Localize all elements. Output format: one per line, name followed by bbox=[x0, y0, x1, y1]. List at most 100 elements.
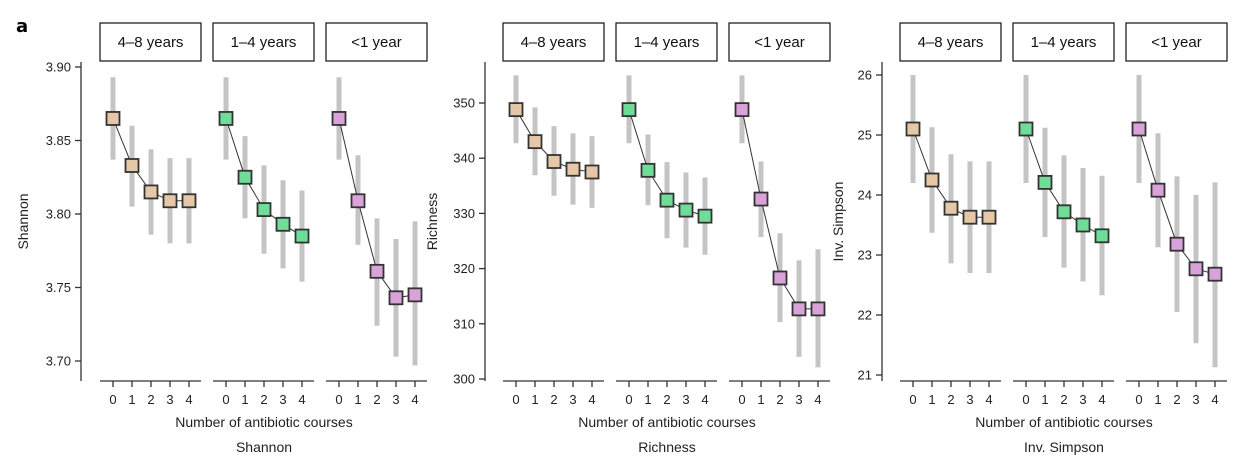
facet-strip-box bbox=[325, 22, 428, 62]
data-point bbox=[181, 193, 197, 209]
x-tick-label: 3 bbox=[1079, 392, 1086, 407]
x-tick-label: 1 bbox=[1041, 392, 1048, 407]
x-tick-label: 2 bbox=[260, 392, 267, 407]
data-point bbox=[1056, 204, 1072, 220]
facet-strip-label: 1–4 years bbox=[231, 34, 297, 51]
data-point bbox=[1207, 266, 1223, 282]
panel-letter: a bbox=[16, 16, 28, 37]
x-tick-label: 4 bbox=[814, 392, 821, 407]
y-tick-label: 3.75 bbox=[46, 280, 71, 295]
data-point bbox=[1169, 236, 1185, 252]
data-point bbox=[407, 287, 423, 303]
facet-strip-box bbox=[1125, 22, 1228, 62]
x-tick-label: 2 bbox=[776, 392, 783, 407]
x-tick-label: 0 bbox=[1022, 392, 1029, 407]
x-tick-label: 1 bbox=[128, 392, 135, 407]
facet-strip-box bbox=[99, 22, 202, 62]
data-point bbox=[810, 301, 826, 317]
data-point bbox=[237, 169, 253, 185]
data-point bbox=[1094, 228, 1110, 244]
x-tick-label: 3 bbox=[1192, 392, 1199, 407]
x-tick-label: 2 bbox=[947, 392, 954, 407]
x-tick-label: 4 bbox=[588, 392, 595, 407]
x-tick-label: 0 bbox=[109, 392, 116, 407]
facet-strip-box bbox=[1012, 22, 1115, 62]
x-tick-label: 0 bbox=[222, 392, 229, 407]
y-tick-label: 340 bbox=[453, 151, 475, 166]
panel-title: Shannon bbox=[236, 439, 292, 455]
y-tick-label: 22 bbox=[858, 308, 872, 323]
data-point bbox=[105, 111, 121, 126]
y-tick-label: 350 bbox=[453, 96, 475, 111]
panel-title: Richness bbox=[638, 439, 696, 455]
x-tick-label: 0 bbox=[625, 392, 632, 407]
facet-strip-label: 4–8 years bbox=[918, 34, 984, 51]
data-point bbox=[962, 209, 978, 225]
data-point bbox=[331, 111, 347, 126]
y-tick-label: 23 bbox=[858, 248, 872, 263]
facet-strip-box bbox=[899, 22, 1002, 62]
data-point bbox=[124, 158, 140, 173]
y-tick-label: 26 bbox=[858, 68, 872, 83]
x-tick-label: 2 bbox=[373, 392, 380, 407]
x-tick-label: 3 bbox=[795, 392, 802, 407]
data-point bbox=[924, 172, 940, 188]
x-tick-label: 0 bbox=[512, 392, 519, 407]
x-tick-label: 1 bbox=[241, 392, 248, 407]
data-point bbox=[753, 191, 769, 207]
x-tick-label: 4 bbox=[298, 392, 305, 407]
facet-2: <1 year 0 1 2 3 4 bbox=[325, 22, 428, 407]
x-tick-label: 0 bbox=[909, 392, 916, 407]
data-point bbox=[621, 102, 637, 118]
x-tick-label: 4 bbox=[1211, 392, 1218, 407]
data-point bbox=[905, 121, 921, 137]
facet-strip-label: 4–8 years bbox=[521, 34, 587, 51]
data-point bbox=[659, 192, 675, 208]
x-tick-label: 4 bbox=[1098, 392, 1105, 407]
y-tick-label: 320 bbox=[453, 261, 475, 276]
x-tick-label: 1 bbox=[531, 392, 538, 407]
facet-1: 1–4 years 0 1 2 3 4 bbox=[1012, 22, 1115, 407]
data-point bbox=[350, 193, 366, 209]
x-tick-label: 1 bbox=[1154, 392, 1161, 407]
x-tick-label: 4 bbox=[701, 392, 708, 407]
data-point bbox=[640, 162, 656, 178]
y-axis-title: Richness bbox=[424, 193, 440, 251]
facet-strip-box bbox=[728, 22, 831, 62]
data-point bbox=[678, 202, 694, 218]
facet-strip-box bbox=[502, 22, 605, 62]
data-point bbox=[1188, 261, 1204, 277]
y-tick-label: 3.80 bbox=[46, 207, 71, 222]
x-tick-label: 3 bbox=[392, 392, 399, 407]
x-tick-label: 2 bbox=[663, 392, 670, 407]
data-point bbox=[218, 111, 234, 126]
facet-strip-label: <1 year bbox=[754, 34, 804, 51]
data-point bbox=[527, 134, 543, 150]
facet-strip-label: <1 year bbox=[1151, 34, 1201, 51]
facet-strip-label: 1–4 years bbox=[1031, 34, 1097, 51]
data-point bbox=[943, 200, 959, 216]
facet-0: 4–8 years 0 1 2 3 4 bbox=[502, 22, 605, 407]
y-tick-label: 3.70 bbox=[46, 354, 71, 369]
x-tick-label: 3 bbox=[682, 392, 689, 407]
facet-strip-label: <1 year bbox=[351, 34, 401, 51]
data-point bbox=[791, 301, 807, 317]
facet-0: 4–8 years 0 1 2 3 4 bbox=[99, 22, 202, 407]
x-tick-label: 3 bbox=[279, 392, 286, 407]
y-tick-label: 3.90 bbox=[46, 60, 71, 75]
y-tick-label: 300 bbox=[453, 372, 475, 387]
data-point bbox=[734, 102, 750, 118]
facet-1: 1–4 years 0 1 2 3 4 bbox=[615, 22, 718, 407]
facet-strip-label: 1–4 years bbox=[634, 34, 700, 51]
panel-title: Inv. Simpson bbox=[1024, 439, 1104, 455]
data-point bbox=[275, 216, 291, 232]
data-point bbox=[772, 270, 788, 286]
data-point bbox=[256, 202, 272, 217]
facet-strip-label: 4–8 years bbox=[118, 34, 184, 51]
x-tick-label: 3 bbox=[569, 392, 576, 407]
data-point bbox=[294, 228, 310, 244]
